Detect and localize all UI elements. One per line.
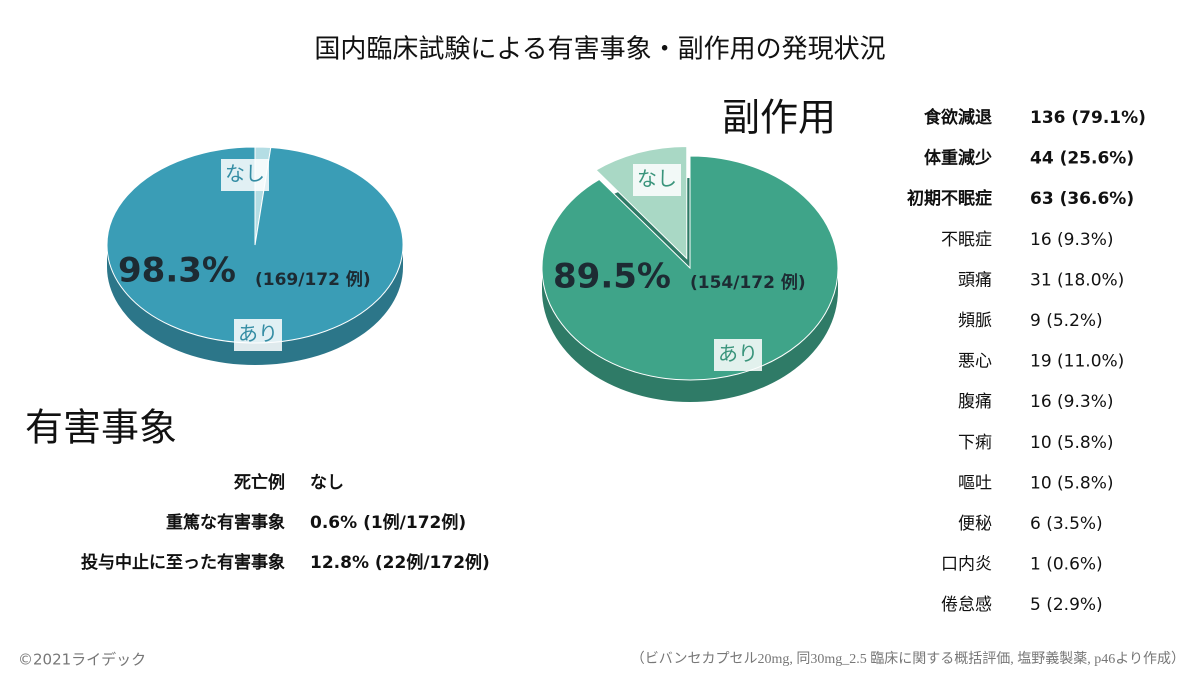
row-label: 不眠症 bbox=[941, 230, 992, 250]
category-label: なし bbox=[637, 167, 677, 191]
row-value: 1 (0.6%) bbox=[1030, 555, 1103, 575]
row-value: なし bbox=[310, 473, 344, 493]
row-label: 体重減少 bbox=[924, 148, 992, 169]
label-box bbox=[221, 159, 269, 191]
row-label: 口内炎 bbox=[941, 555, 992, 575]
pie-title: 副作用 bbox=[722, 96, 836, 140]
row-label: 腹痛 bbox=[958, 392, 992, 412]
row-label: 重篤な有害事象 bbox=[166, 512, 285, 533]
row-value: 5 (2.9%) bbox=[1030, 595, 1103, 615]
annotation: (169/172 例) bbox=[255, 269, 371, 290]
row-value: 12.8% (22例/172例) bbox=[310, 552, 490, 573]
value-label: 89.5% bbox=[553, 257, 671, 297]
row-label: 倦怠感 bbox=[941, 595, 992, 615]
row-label: 悪心 bbox=[958, 352, 992, 372]
label-box bbox=[234, 319, 282, 351]
row-value: 10 (5.8%) bbox=[1030, 473, 1114, 493]
row-value: 10 (5.8%) bbox=[1030, 433, 1114, 453]
label-box bbox=[714, 339, 762, 371]
row-label: 死亡例 bbox=[234, 472, 285, 493]
value-label: 98.3% bbox=[118, 251, 236, 291]
row-value: 16 (9.3%) bbox=[1030, 230, 1114, 250]
category-label: あり bbox=[238, 322, 278, 346]
label-box bbox=[633, 164, 681, 196]
slide-title: 国内臨床試験による有害事象・副作用の発現状況 bbox=[314, 35, 885, 65]
category-label: あり bbox=[718, 342, 758, 366]
row-value: 0.6% (1例/172例) bbox=[310, 512, 466, 533]
row-value: 16 (9.3%) bbox=[1030, 392, 1114, 412]
category-label: なし bbox=[225, 162, 265, 186]
pie-slice bbox=[541, 155, 839, 381]
row-value: 136 (79.1%) bbox=[1030, 108, 1146, 128]
row-label: 嘔吐 bbox=[958, 473, 992, 493]
row-value: 31 (18.0%) bbox=[1030, 270, 1124, 290]
source: （ビバンセカプセル20mg, 同30mg_2.5 臨床に関する概括評価, 塩野義… bbox=[631, 650, 1185, 667]
row-label: 食欲減退 bbox=[924, 107, 992, 128]
row-value: 6 (3.5%) bbox=[1030, 514, 1103, 534]
pie-title: 有害事象 bbox=[25, 406, 177, 450]
row-value: 63 (36.6%) bbox=[1030, 189, 1134, 209]
row-label: 便秘 bbox=[958, 514, 992, 534]
row-value: 19 (11.0%) bbox=[1030, 352, 1124, 372]
copyright: ©2021ライデック bbox=[18, 651, 146, 669]
row-label: 頻脈 bbox=[958, 311, 992, 331]
row-label: 頭痛 bbox=[958, 270, 992, 290]
row-label: 初期不眠症 bbox=[907, 188, 992, 209]
row-label: 下痢 bbox=[958, 433, 992, 453]
row-value: 9 (5.2%) bbox=[1030, 311, 1103, 331]
row-value: 44 (25.6%) bbox=[1030, 149, 1134, 169]
row-label: 投与中止に至った有害事象 bbox=[81, 552, 285, 573]
annotation: (154/172 例) bbox=[690, 272, 806, 293]
